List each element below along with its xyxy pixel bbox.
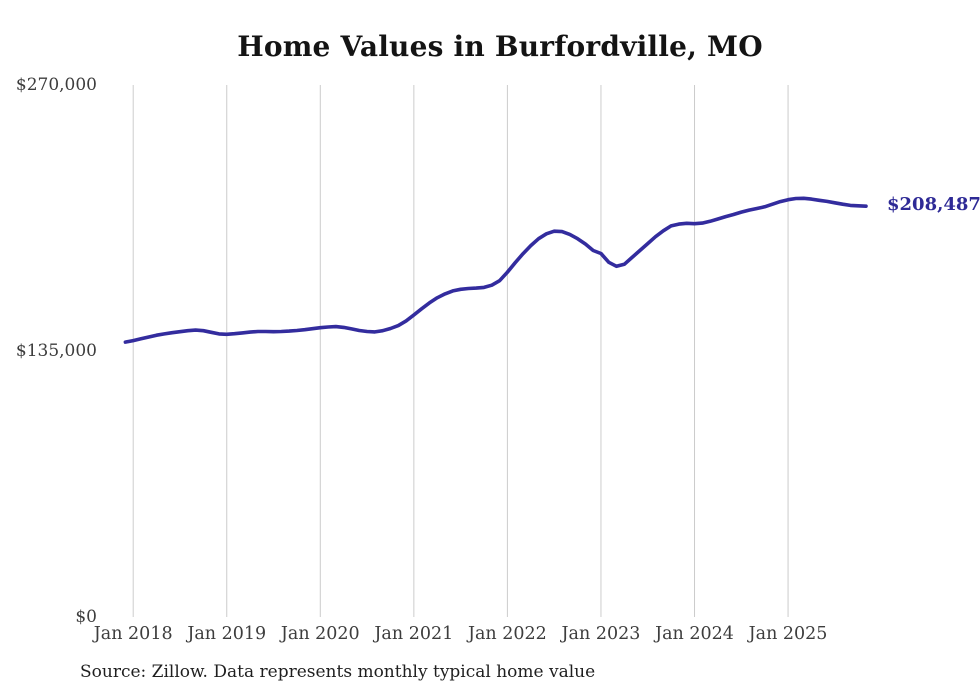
x-tick-label-jan-2019: Jan 2019 [187, 624, 267, 644]
home-value-line [123, 196, 868, 344]
y-tick-label-0: $0 [75, 607, 97, 627]
source-attribution: Source: Zillow. Data represents monthly … [80, 662, 596, 682]
vertical-gridlines [132, 85, 789, 617]
y-tick-label-135000: $135,000 [15, 341, 97, 361]
x-tick-label-jan-2023: Jan 2023 [561, 624, 641, 644]
x-tick-label-jan-2022: Jan 2022 [467, 624, 547, 644]
x-tick-label-jan-2020: Jan 2020 [280, 624, 360, 644]
x-tick-label-jan-2025: Jan 2025 [748, 624, 828, 644]
y-tick-label-270000: $270,000 [15, 75, 97, 95]
x-tick-label-jan-2018: Jan 2018 [93, 624, 173, 644]
chart-title: Home Values in Burfordville, MO [237, 30, 763, 63]
line-end-value-label: $208,487 [887, 194, 980, 215]
x-tick-label-jan-2021: Jan 2021 [374, 624, 454, 644]
x-tick-label-jan-2024: Jan 2024 [655, 624, 734, 644]
